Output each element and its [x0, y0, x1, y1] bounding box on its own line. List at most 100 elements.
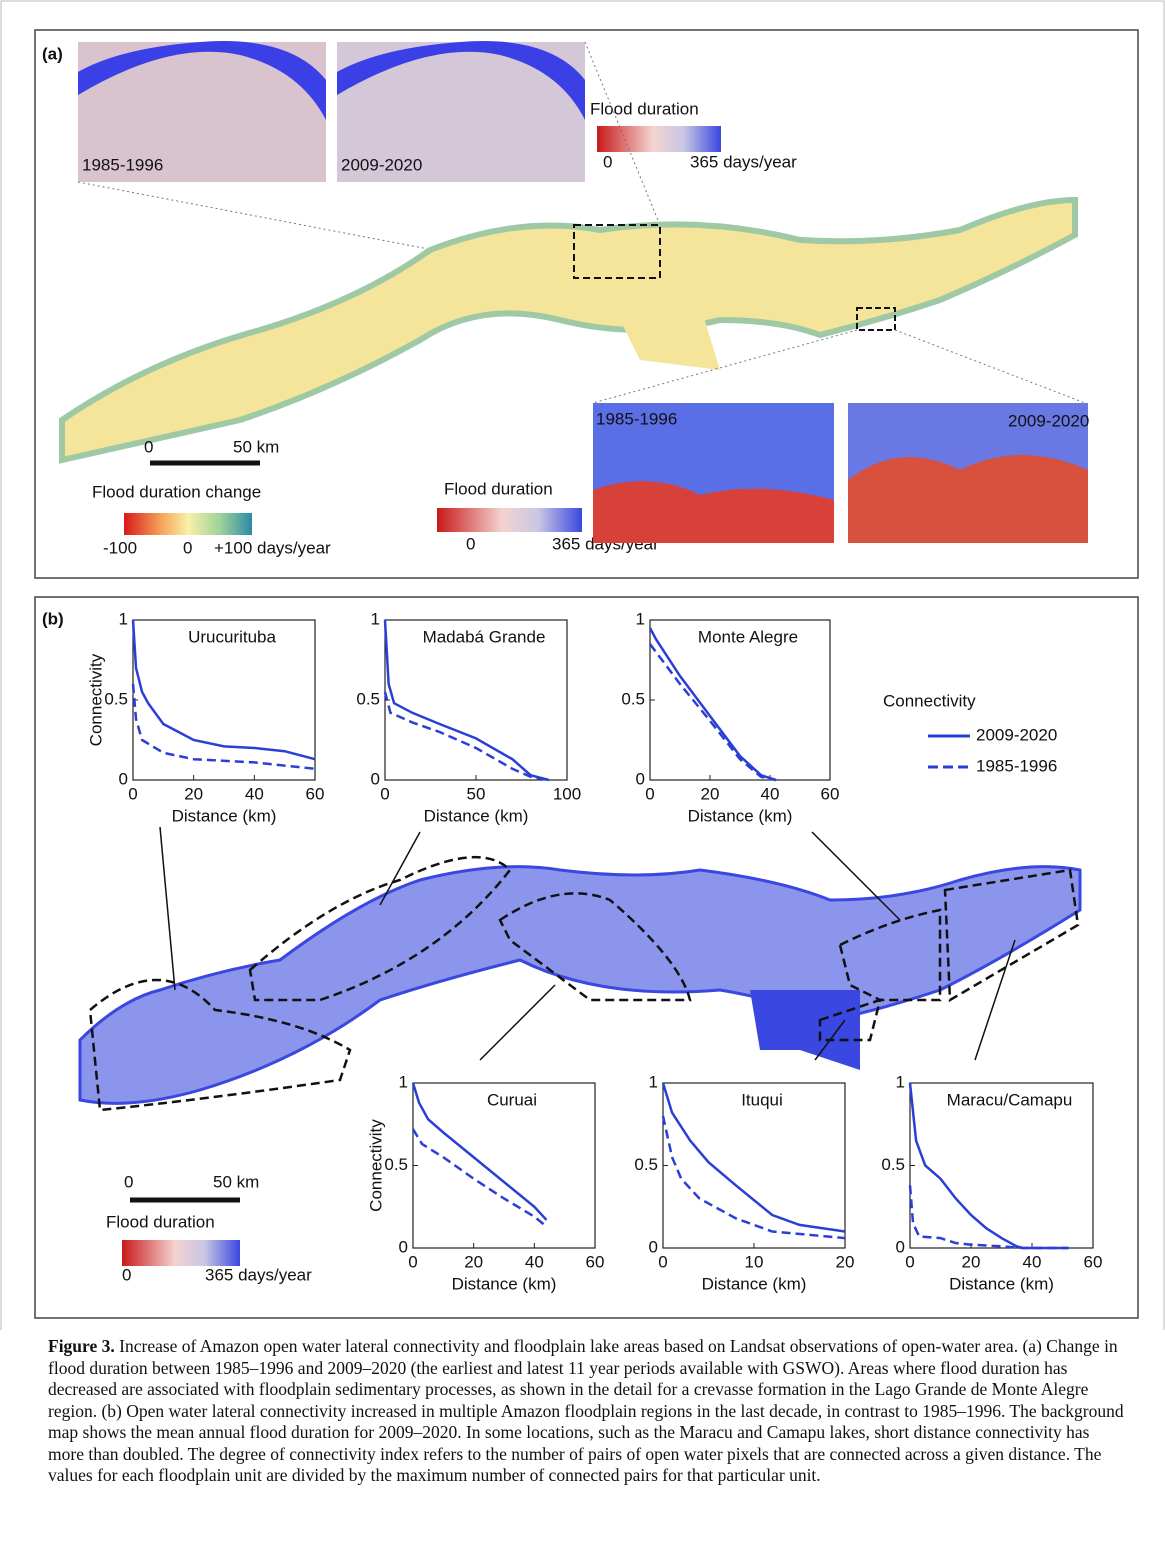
connector [894, 329, 1086, 404]
y-tick-label: 1 [119, 609, 128, 628]
x-axis-label: Distance (km) [949, 1274, 1054, 1293]
y-tick-label: 0 [896, 1237, 905, 1256]
connector [379, 831, 421, 906]
series-line [908, 1082, 1069, 1250]
scale-label: 0 [124, 1172, 133, 1191]
colorbar-label: 365 days/year [205, 1265, 312, 1284]
x-tick-label: 40 [525, 1252, 544, 1271]
series-line [649, 643, 777, 782]
inset-label: 1985-1996 [82, 155, 163, 174]
connector [592, 329, 858, 404]
colorbar-title: Flood duration change [92, 482, 261, 501]
series-line [131, 619, 316, 761]
y-tick-label: 0 [371, 769, 380, 788]
colorbar-title: Flood duration [106, 1212, 215, 1231]
x-tick-label: 20 [701, 784, 720, 803]
x-tick-label: 0 [408, 1252, 417, 1271]
colorbar-label: 0 [183, 538, 192, 557]
chart-title: Urucurituba [188, 627, 276, 646]
series-line [411, 1082, 548, 1221]
series-line [411, 1128, 548, 1228]
series-line [661, 1115, 846, 1240]
series-line [661, 1082, 846, 1233]
colorbar-label: 0 [466, 534, 475, 553]
x-axis-label: Distance (km) [452, 1274, 557, 1293]
colorbar-title: Flood duration [590, 99, 699, 118]
plot-area [384, 619, 568, 781]
y-tick-label: 0 [399, 1237, 408, 1256]
scale-label: 0 [144, 437, 153, 456]
x-tick-label: 0 [380, 784, 389, 803]
panel-b-frame [34, 596, 1139, 1319]
x-tick-label: 0 [658, 1252, 667, 1271]
y-tick-label: 0.5 [104, 689, 128, 708]
inset-label: 2009-2020 [1008, 411, 1089, 430]
y-tick-label: 0 [649, 1237, 658, 1256]
inset-label: 1985-1996 [596, 409, 677, 428]
legend-title: Connectivity [883, 691, 976, 710]
x-tick-label: 100 [553, 784, 581, 803]
y-tick-label: 1 [399, 1072, 408, 1091]
y-tick-label: 0.5 [384, 1155, 408, 1174]
chart-title: Ituqui [741, 1090, 783, 1109]
x-tick-label: 20 [184, 784, 203, 803]
x-tick-label: 20 [836, 1252, 855, 1271]
y-tick-label: 0.5 [621, 689, 645, 708]
connector [479, 984, 556, 1061]
x-tick-label: 60 [1084, 1252, 1103, 1271]
plot-area [662, 1082, 846, 1249]
river [78, 41, 326, 120]
x-tick-label: 0 [128, 784, 137, 803]
detail-box [573, 224, 661, 279]
colorbar-label: 365 days/year [690, 152, 797, 171]
series-line [131, 683, 316, 771]
colorbar [122, 1240, 240, 1266]
y-tick-label: 0 [636, 769, 645, 788]
inset-label: 2009-2020 [341, 155, 422, 174]
floodplain-change-map [59, 196, 1078, 464]
colorbar [124, 513, 252, 535]
inset-detail [848, 455, 1088, 543]
plot-area [132, 619, 316, 781]
x-axis-label: Distance (km) [172, 806, 277, 825]
y-tick-label: 1 [636, 609, 645, 628]
panel-a-frame [34, 29, 1139, 579]
chart-title: Curuai [487, 1090, 537, 1109]
y-tick-label: 0.5 [634, 1155, 658, 1174]
plot-area [412, 1082, 596, 1249]
panel-label: (a) [42, 44, 63, 63]
colorbar-label: 0 [603, 152, 612, 171]
x-tick-label: 40 [245, 784, 264, 803]
y-tick-label: 1 [896, 1072, 905, 1091]
x-tick-label: 10 [745, 1252, 764, 1271]
colorbar [437, 508, 582, 532]
legend-label: 1985-1996 [976, 756, 1057, 775]
panel-label: (b) [42, 609, 64, 628]
series-line [383, 691, 550, 782]
detail-box [856, 307, 896, 331]
connector [77, 181, 591, 281]
x-tick-label: 0 [905, 1252, 914, 1271]
x-tick-label: 60 [821, 784, 840, 803]
x-tick-label: 60 [586, 1252, 605, 1271]
y-axis-label: Connectivity [366, 1119, 385, 1212]
x-tick-label: 60 [306, 784, 325, 803]
x-axis-label: Distance (km) [702, 1274, 807, 1293]
chart-title: Madabá Grande [423, 627, 546, 646]
x-tick-label: 0 [645, 784, 654, 803]
x-tick-label: 20 [962, 1252, 981, 1271]
river [337, 41, 585, 120]
x-tick-label: 40 [761, 784, 780, 803]
caption: Figure 3. Increase of Amazon open water … [48, 1336, 1128, 1487]
y-tick-label: 0.5 [881, 1155, 905, 1174]
colorbar-label: 0 [122, 1265, 131, 1284]
colorbar-title: Flood duration [444, 479, 553, 498]
scale-label: 50 km [213, 1172, 259, 1191]
y-axis-label: Connectivity [86, 653, 105, 746]
chart-title: Maracu/Camapu [947, 1090, 1073, 1109]
y-tick-label: 0 [119, 769, 128, 788]
flood-duration-map [78, 865, 1082, 1105]
y-tick-label: 1 [649, 1072, 658, 1091]
